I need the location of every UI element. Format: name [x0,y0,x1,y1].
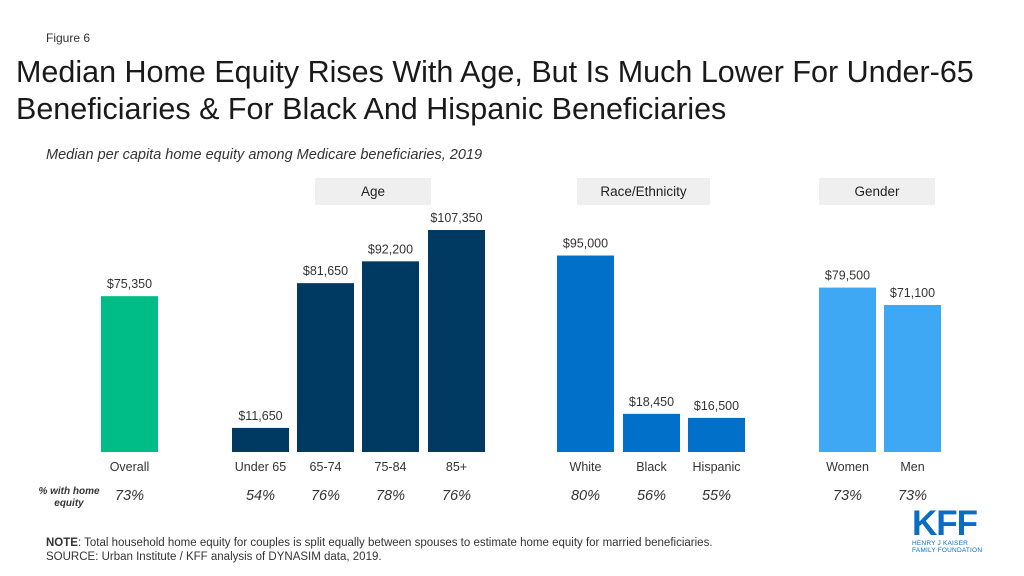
bar-value-label: $107,350 [430,211,482,225]
logo-subtitle-1: HENRY J KAISER [912,540,969,547]
bar [688,417,745,452]
chart-subtitle: Median per capita home equity among Medi… [46,147,483,163]
bar-value-label: $18,450 [629,395,674,409]
pct-label: 80% [571,488,600,504]
group-header-box [819,178,935,205]
bar [819,287,876,452]
logo-subtitle-2: FAMILY FOUNDATION [912,547,983,554]
pct-label: 73% [115,488,144,504]
kff-logo: KFF HENRY J KAISER FAMILY FOUNDATION [912,504,990,554]
bar [623,413,680,452]
pct-label: 78% [376,488,405,504]
pct-label: 56% [637,488,666,504]
pct-label: 73% [898,488,927,504]
bar-value-label: $11,650 [238,409,282,423]
pct-label: 73% [833,488,862,504]
bar-value-label: $81,650 [303,264,348,278]
note-text: : Total household home equity for couple… [77,537,713,549]
category-label: Hispanic [693,460,741,474]
note-line: NOTE: Total household home equity for co… [46,536,713,550]
bar [297,283,354,452]
pct-label: 76% [311,488,340,504]
figure-label: Figure 6 [46,31,91,45]
logo-mark: KFF [912,504,978,543]
bar [428,230,485,452]
group-header-label: Age [361,184,385,199]
bar [232,427,289,452]
bar-value-label: $92,200 [368,242,413,256]
note-label: NOTE [46,537,78,549]
bar-value-label: $75,350 [107,277,152,291]
category-label: Under 65 [235,460,286,474]
category-label: Men [900,460,924,474]
group-header-box [577,178,710,205]
bar [362,261,419,452]
group-header-box [315,178,431,205]
footnote: NOTE: Total household home equity for co… [46,536,713,564]
category-label: 85+ [446,460,467,474]
pct-row-label: % with home [38,486,100,497]
pct-row-label: equity [54,498,84,509]
bar [101,296,158,452]
bar-value-label: $71,100 [890,286,935,300]
bar-value-label: $16,500 [694,399,739,413]
bar [557,255,614,452]
category-label: Women [826,460,869,474]
category-label: Overall [110,460,150,474]
group-header-label: Gender [854,184,900,199]
category-label: 65-74 [310,460,342,474]
category-label: 75-84 [375,460,407,474]
source-line: SOURCE: Urban Institute / KFF analysis o… [46,551,382,563]
pct-label: 55% [702,488,731,504]
category-label: White [570,460,602,474]
category-label: Black [636,460,667,474]
chart-title: Median Home Equity Rises With Age, But I… [16,55,974,126]
pct-label: 76% [442,488,471,504]
bar-value-label: $79,500 [825,269,870,283]
pct-label: 54% [246,488,275,504]
group-header-label: Race/Ethnicity [600,184,687,199]
bar [884,304,941,452]
bar-value-label: $95,000 [563,237,608,251]
